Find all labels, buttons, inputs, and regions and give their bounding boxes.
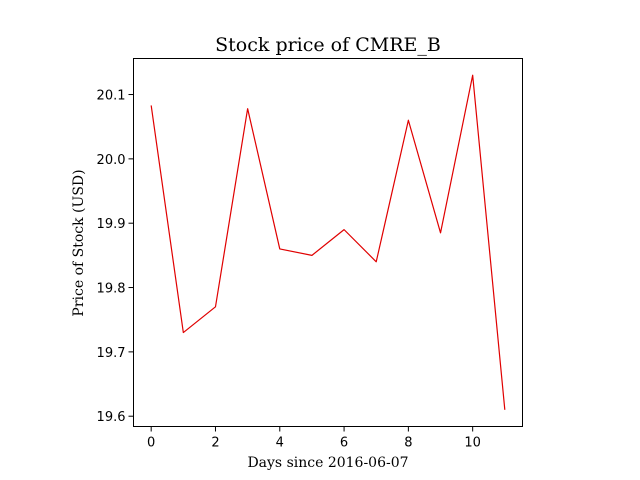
chart-title: Stock price of CMRE_B (215, 34, 441, 56)
plot-area (150, 74, 506, 410)
y-tick-label: 19.8 (97, 282, 126, 297)
x-axis-label: Days since 2016-06-07 (247, 455, 408, 471)
plot-frame (133, 58, 523, 427)
x-tick-label: 2 (211, 436, 219, 451)
x-tick-label: 0 (147, 436, 155, 451)
y-axis-label: Price of Stock (USD) (71, 169, 87, 316)
x-tick-label: 4 (276, 436, 284, 451)
y-axis-ticks: 19.6 19.7 19.8 19.9 20.0 20.1 (97, 89, 134, 425)
y-tick-label: 20.0 (97, 153, 126, 168)
y-tick-label: 19.9 (97, 217, 126, 232)
x-tick-label: 10 (464, 436, 481, 451)
y-tick-label: 19.7 (97, 346, 126, 361)
y-tick-label: 19.6 (97, 410, 126, 425)
x-tick-label: 6 (340, 436, 348, 451)
series-line (150, 74, 506, 410)
x-tick-label: 8 (404, 436, 412, 451)
y-tick-label: 20.1 (97, 89, 126, 104)
x-axis-ticks: 0 2 4 6 8 10 (147, 426, 481, 451)
